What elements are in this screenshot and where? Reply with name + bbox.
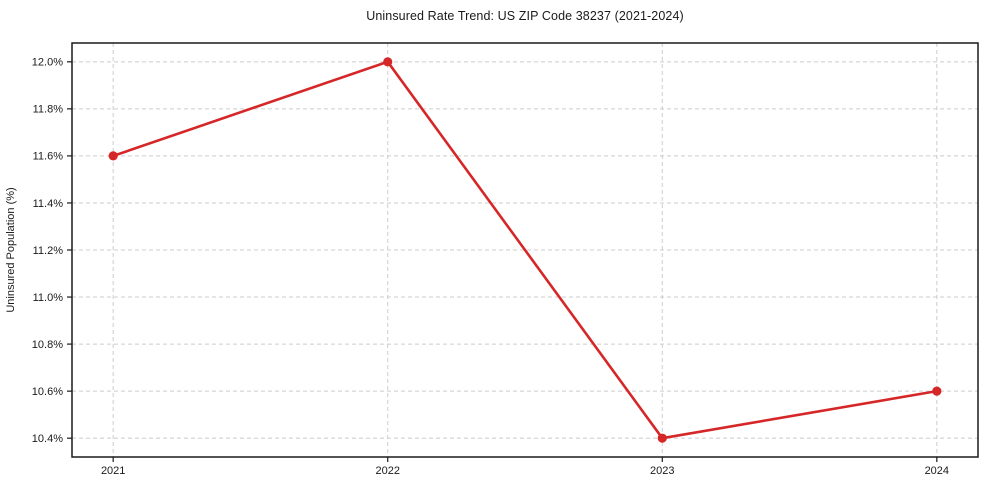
y-tick-label: 10.6% — [32, 386, 63, 398]
data-point-marker — [383, 57, 393, 67]
y-tick-label: 11.2% — [33, 245, 64, 257]
data-point-marker — [108, 151, 118, 161]
data-point-marker — [932, 386, 942, 396]
y-tick-label: 11.6% — [33, 151, 64, 163]
y-tick-label: 12.0% — [32, 57, 63, 69]
y-tick-label: 10.4% — [32, 433, 63, 445]
chart-title: Uninsured Rate Trend: US ZIP Code 38237 … — [366, 9, 684, 23]
plot-border — [71, 42, 979, 458]
y-tick-label: 11.4% — [33, 198, 64, 210]
x-tick-label: 2022 — [375, 465, 399, 477]
x-tick-label: 2023 — [650, 465, 674, 477]
y-tick-label: 11.0% — [33, 292, 64, 304]
x-tick-label: 2021 — [101, 465, 125, 477]
y-tick-label: 11.8% — [33, 104, 64, 116]
x-tick-label: 2024 — [925, 465, 949, 477]
y-tick-label: 10.8% — [32, 339, 63, 351]
trend-line — [111, 60, 939, 440]
data-point-marker — [657, 433, 667, 443]
y-axis-label: Uninsured Population (%) — [5, 187, 17, 312]
